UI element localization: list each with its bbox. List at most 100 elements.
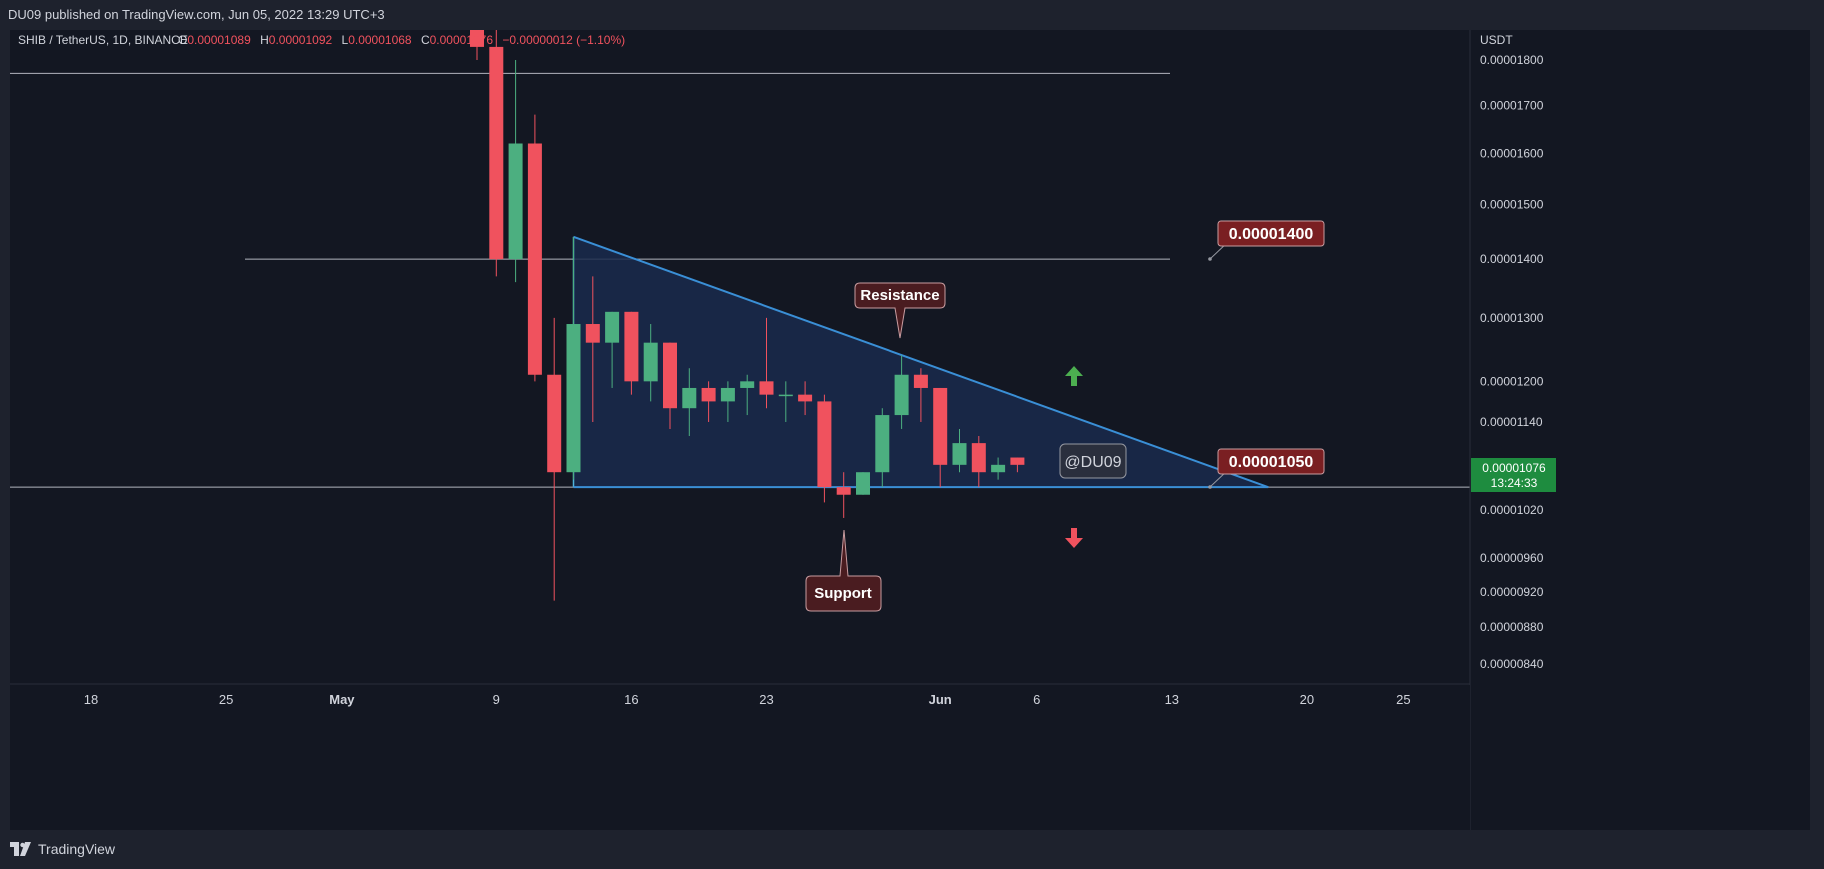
time-tick-label: May (329, 692, 355, 707)
candle[interactable] (856, 472, 870, 495)
level-high-tag[interactable]: 0.00001400 (1208, 220, 1325, 261)
candle-body (605, 311, 620, 343)
candle-body (1010, 457, 1025, 465)
resistance-callout[interactable]: Resistance (854, 282, 946, 339)
candles (470, 30, 1025, 601)
price-tick-label: 0.00000920 (1480, 585, 1544, 599)
candle-body (585, 324, 600, 343)
resistance-label: Resistance (860, 287, 939, 304)
watermark-text: @DU09 (1064, 454, 1121, 471)
arrow-up-icon (1065, 366, 1083, 386)
candle-body (971, 443, 986, 473)
candle-body (952, 443, 967, 465)
candle[interactable] (585, 276, 600, 422)
candle-body (470, 30, 484, 47)
candle[interactable] (913, 368, 928, 422)
time-axis[interactable]: 18 25 May 9 16 23 Jun 6 13 20 25 (10, 683, 1470, 830)
candle[interactable] (894, 355, 909, 429)
candle[interactable] (971, 436, 986, 488)
candle[interactable] (740, 374, 755, 416)
time-tick-label: 23 (759, 692, 773, 707)
candle-body (547, 374, 562, 473)
candle[interactable] (489, 30, 504, 277)
support-callout[interactable]: Support (805, 529, 882, 612)
price-tick-label: 0.00001700 (1480, 98, 1544, 112)
tradingview-logo[interactable]: TradingView (10, 841, 115, 857)
candle[interactable] (682, 368, 697, 437)
tradingview-brand-text: TradingView (38, 841, 116, 857)
price-tick-label: 0.00001200 (1480, 374, 1544, 388)
level-low-label: 0.00001050 (1229, 454, 1314, 471)
legend-close-label: C (421, 33, 430, 47)
legend-low-value: 0.00001068 (348, 33, 412, 47)
legend-symbol-text: SHIB / TetherUS, 1D, BINANCE (18, 33, 188, 47)
candle-body (663, 342, 677, 409)
candle[interactable] (547, 317, 562, 601)
time-tick-label: 18 (84, 692, 98, 707)
price-axis[interactable]: USDT 0.000018000.000017000.000016000.000… (1469, 30, 1810, 830)
candle-body (991, 464, 1006, 473)
candle[interactable] (778, 381, 793, 422)
footer-bar: TradingView (0, 830, 1824, 869)
candle[interactable] (875, 408, 890, 488)
time-tick-label: 9 (493, 692, 500, 707)
candle-body (740, 381, 755, 388)
chart-frame[interactable]: SHIB / TetherUS, 1D, BINANCE O0.00001089… (10, 30, 1810, 830)
candle[interactable] (1010, 457, 1025, 473)
legend-open-value: 0.00001089 (187, 33, 251, 47)
arrow-down-icon (1065, 528, 1083, 548)
legend-close-value: 0.00001076 (430, 33, 494, 47)
candle-body (778, 394, 793, 397)
candle[interactable] (527, 114, 542, 382)
price-tick-label: 0.00001140 (1480, 415, 1543, 429)
legend-symbol: SHIB / TetherUS, 1D, BINANCE (18, 33, 188, 47)
candle[interactable] (624, 311, 639, 395)
candle-body (836, 487, 851, 495)
price-tick-label: 0.00001500 (1480, 197, 1544, 211)
candle[interactable] (663, 342, 677, 429)
time-tick-label: 13 (1165, 692, 1179, 707)
candle[interactable] (566, 236, 581, 480)
legend-ohlc: O0.00001089 H0.00001092 L0.00001068 C0.0… (178, 33, 625, 47)
price-tick-label: 0.00001300 (1480, 311, 1544, 325)
candle-body (566, 324, 581, 473)
candle[interactable] (798, 381, 813, 416)
price-tick-label: 0.00000840 (1480, 657, 1544, 671)
candle-body (933, 387, 948, 465)
candle-body (856, 472, 870, 495)
candle[interactable] (508, 60, 523, 283)
price-axis-currency: USDT (1480, 33, 1513, 47)
candle[interactable] (470, 30, 484, 60)
level-low-tag[interactable]: 0.00001050 (1208, 448, 1325, 489)
current-price-value: 0.00001076 (1482, 461, 1546, 475)
publisher-header: DU09 published on TradingView.com, Jun 0… (8, 7, 385, 22)
candle-body (798, 394, 813, 402)
price-tick-label: 0.00001800 (1480, 53, 1544, 67)
candle-body (527, 143, 542, 375)
candle-body (701, 387, 716, 402)
candle[interactable] (991, 457, 1006, 480)
watermark-badge: @DU09 (1059, 443, 1127, 479)
candle[interactable] (605, 311, 620, 388)
candle[interactable] (759, 317, 774, 409)
support-label: Support (814, 585, 872, 602)
candle[interactable] (701, 381, 716, 422)
level-high-label: 0.00001400 (1229, 226, 1314, 243)
candle[interactable] (720, 381, 735, 422)
candle[interactable] (817, 394, 832, 503)
time-tick-label: Jun (929, 692, 952, 707)
legend-open-label: O (178, 33, 187, 47)
candle[interactable] (933, 387, 948, 488)
price-chart[interactable]: SHIB / TetherUS, 1D, BINANCE O0.00001089… (10, 30, 1810, 830)
time-tick-label: 16 (624, 692, 638, 707)
price-tick-label: 0.00000880 (1480, 620, 1544, 634)
triangle-resistance-line[interactable] (573, 235, 1269, 489)
bar-countdown: 13:24:33 (1491, 476, 1538, 490)
candle[interactable] (643, 324, 658, 402)
candle[interactable] (952, 428, 967, 473)
candle-body (817, 401, 832, 488)
candle[interactable] (836, 472, 851, 518)
price-tick-label: 0.00001400 (1480, 252, 1544, 266)
time-tick-label: 25 (1396, 692, 1410, 707)
time-axis-ticks: 18 25 May 9 16 23 Jun 6 13 20 25 (84, 692, 1411, 707)
